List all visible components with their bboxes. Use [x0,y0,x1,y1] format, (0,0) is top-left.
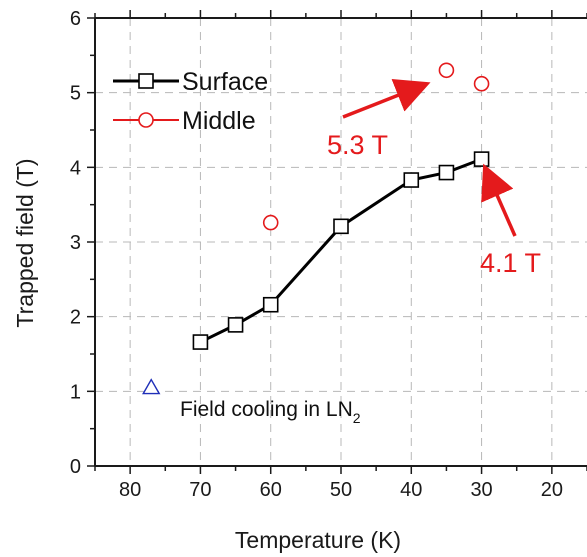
y-tick-label: 5 [70,83,81,105]
x-tick-label: 60 [260,479,282,501]
data-series [142,62,490,395]
surface-square-marker [262,296,279,313]
surface-square-marker [403,172,420,188]
surface-square-marker [333,218,349,235]
middle-circle-marker [473,75,490,92]
y-axis-title: Trapped field (T) [12,158,38,327]
y-tick-label: 0 [70,456,81,478]
surface-square-marker [192,334,209,350]
x-tick-label: 20 [541,479,563,501]
middle-max-arrow [342,79,431,119]
x-tick-label: 70 [189,479,211,501]
field-cooling-subscript: 2 [353,410,361,426]
x-tick-label: 30 [470,479,492,501]
legend-surface-label: Surface [182,68,268,96]
legend-surface-square-marker [138,73,154,89]
field-cooling-triangle-marker [142,378,161,395]
y-tick-label: 3 [70,232,81,254]
middle-max-label: 5.3 T [327,130,388,160]
y-tick-label: 6 [70,8,81,30]
x-tick-label: 80 [119,479,141,501]
y-tick-label: 4 [70,157,81,179]
field-cooling-text: Field cooling in LN [180,398,353,421]
middle-circle-marker [438,62,455,79]
x-tick-label: 40 [400,479,422,501]
field-cooling-note: Field cooling in LN2 [180,398,361,426]
x-tick-label: 50 [330,479,352,501]
surface-max-arrow [481,163,517,237]
axis-ticks: 80 70 60 50 40 30 20 0 1 2 3 4 5 6 [70,8,587,501]
annotations: 5.3 T 4.1 T Field cooling in LN2 [180,79,541,426]
legend-middle-label: Middle [182,107,256,135]
legend-middle-circle-marker [138,112,154,128]
middle-circle-marker [262,214,279,231]
y-tick-label: 1 [70,381,81,403]
x-axis-title: Temperature (K) [235,527,401,553]
surface-max-label: 4.1 T [480,248,541,278]
surface-square-marker [473,151,490,167]
surface-square-marker [438,164,455,181]
y-tick-label: 2 [70,307,81,329]
legend: Surface Middle [113,68,268,135]
surface-square-marker [227,317,244,333]
